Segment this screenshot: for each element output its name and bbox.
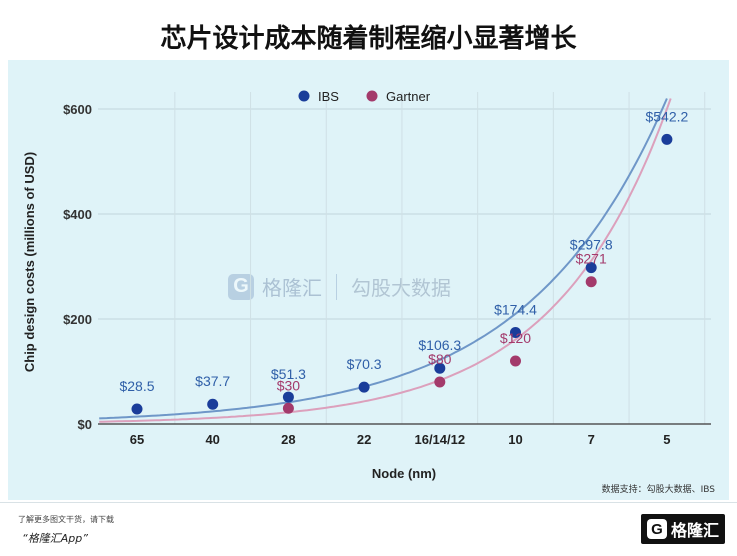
- gartner-data-point: [434, 376, 446, 388]
- x-tick-label: 5: [663, 432, 670, 447]
- y-tick-label: $200: [63, 312, 92, 327]
- footer-divider: [0, 502, 737, 503]
- data-source-note: 数据支持：勾股大数据、IBS: [601, 485, 715, 495]
- x-tick-label: 28: [281, 432, 295, 447]
- brand-name: 格隆汇: [670, 521, 719, 540]
- ibs-data-label: $28.5: [119, 378, 154, 394]
- legend-gartner-label: Gartner: [386, 89, 431, 104]
- ibs-data-label: $70.3: [347, 356, 382, 372]
- gartner-data-label: $271: [576, 251, 607, 267]
- ibs-data-label: $37.7: [195, 373, 230, 389]
- watermark-brand: 格隆汇: [262, 276, 322, 300]
- gartner-data-point: [510, 355, 521, 367]
- gartner-data-point: [282, 402, 294, 414]
- chart-panel: [8, 60, 729, 500]
- gartner-data-label: $120: [500, 330, 531, 346]
- x-tick-label: 65: [130, 432, 144, 447]
- ibs-data-point: [434, 362, 446, 374]
- footer-download-prompt: 了解更多图文干货，请下载: [18, 515, 114, 524]
- gartner-data-label: $30: [277, 377, 301, 393]
- ibs-data-label: $51.3: [271, 366, 306, 382]
- y-tick-label: $400: [63, 207, 92, 222]
- ibs-data-label: $297.8: [570, 237, 613, 253]
- ibs-data-point: [207, 398, 219, 410]
- legend-ibs-marker: [298, 90, 310, 102]
- x-tick-label: 40: [205, 432, 219, 447]
- ibs-data-point: [358, 381, 370, 393]
- x-tick-label: 7: [588, 432, 595, 447]
- watermark-partner: 勾股大数据: [351, 276, 451, 300]
- y-axis-label: Chip design costs (millions of USD): [22, 152, 37, 372]
- ibs-data-point: [282, 391, 294, 403]
- watermark-logo-icon: G: [228, 273, 254, 300]
- watermark-divider: [336, 273, 337, 300]
- gartner-trend-curve: [99, 98, 672, 423]
- chart-title: 芯片设计成本随着制程缩小显著增长: [160, 24, 577, 54]
- gartner-data-label: $80: [428, 351, 452, 367]
- ibs-data-point: [131, 403, 143, 415]
- x-tick-label: 10: [508, 432, 522, 447]
- ibs-data-label: $106.3: [418, 337, 461, 353]
- footer-app-name[interactable]: “格隆汇App”: [22, 532, 88, 545]
- chart-svg: $0 $200 $400 $600 65 40 28 22 16/14/12 10 7 5 Node (…: [22, 89, 711, 481]
- ibs-data-label: $174.4: [494, 301, 537, 317]
- y-tick-label: $0: [78, 417, 92, 432]
- ibs-data-point: [661, 133, 673, 145]
- watermark: G 格隆汇 勾股大数据: [228, 272, 451, 301]
- ibs-data-point: [585, 262, 597, 274]
- x-tick-label: 22: [357, 432, 371, 447]
- ibs-data-label: $542.2: [645, 108, 688, 124]
- ibs-data-point: [510, 326, 521, 338]
- ibs-trend-curve: [99, 98, 668, 420]
- legend-ibs-label: IBS: [318, 89, 339, 104]
- y-tick-label: $600: [63, 102, 92, 117]
- legend-gartner-marker: [366, 90, 378, 102]
- x-axis-label: Node (nm): [372, 466, 436, 481]
- gartner-data-point: [585, 276, 597, 288]
- x-tick-label: 16/14/12: [414, 432, 465, 447]
- brand-logo[interactable]: G 格隆汇: [640, 514, 725, 544]
- brand-logo-icon: G: [646, 519, 667, 539]
